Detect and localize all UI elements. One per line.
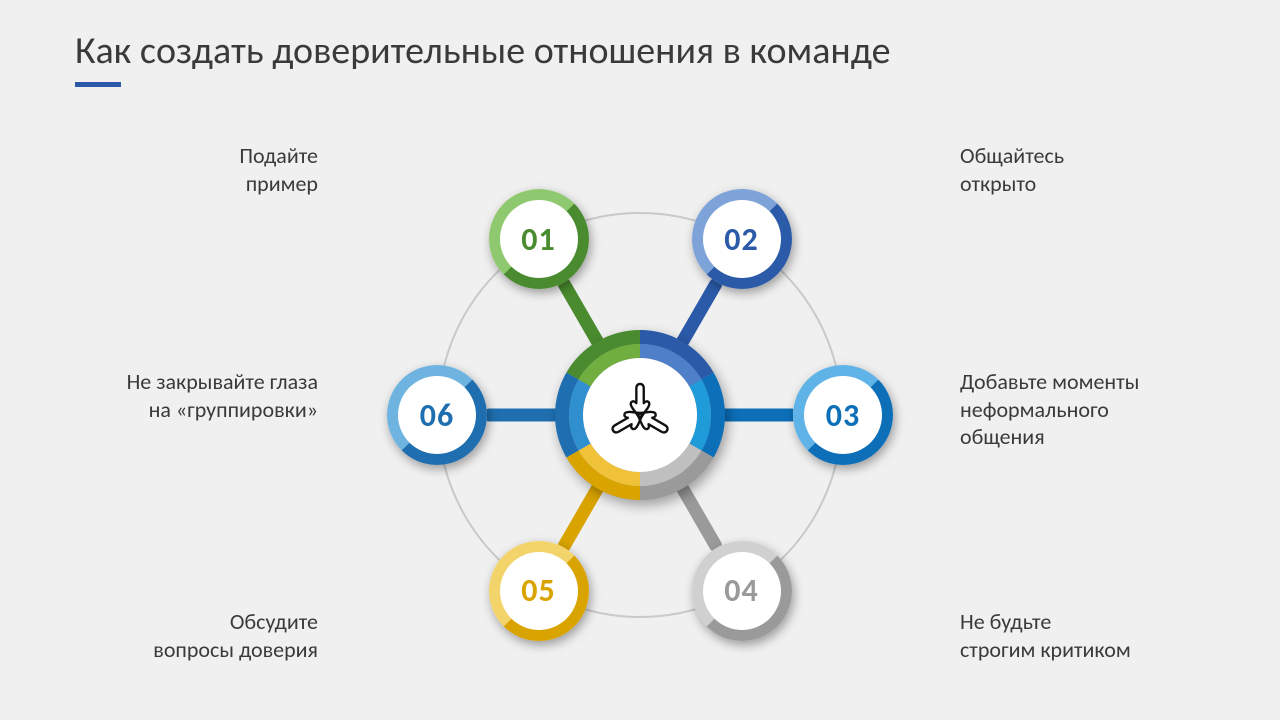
label-06: Не закрывайте глаза на «группировки» [127,368,318,423]
node-03: 03 [793,365,893,465]
label-05: Обсудите вопросы доверия [153,608,318,663]
node-05: 05 [489,541,589,641]
label-03: Добавьте моменты неформального общения [960,368,1139,451]
node-01: 01 [489,189,589,289]
spoke-06 [483,409,561,422]
hub [555,330,725,500]
node-02: 02 [692,189,792,289]
label-01: Подайте пример [239,142,318,197]
hands-team-icon [603,378,677,452]
hub-inner [583,358,697,472]
label-02: Общайтесь открыто [960,142,1064,197]
node-06: 06 [387,365,487,465]
node-04: 04 [692,541,792,641]
hub-spoke-diagram: 01 020304 0506 Подайте пример Общайтесь откр… [0,0,1280,720]
label-04: Не будьте строгим критиком [960,608,1131,663]
spoke-03 [719,409,797,422]
